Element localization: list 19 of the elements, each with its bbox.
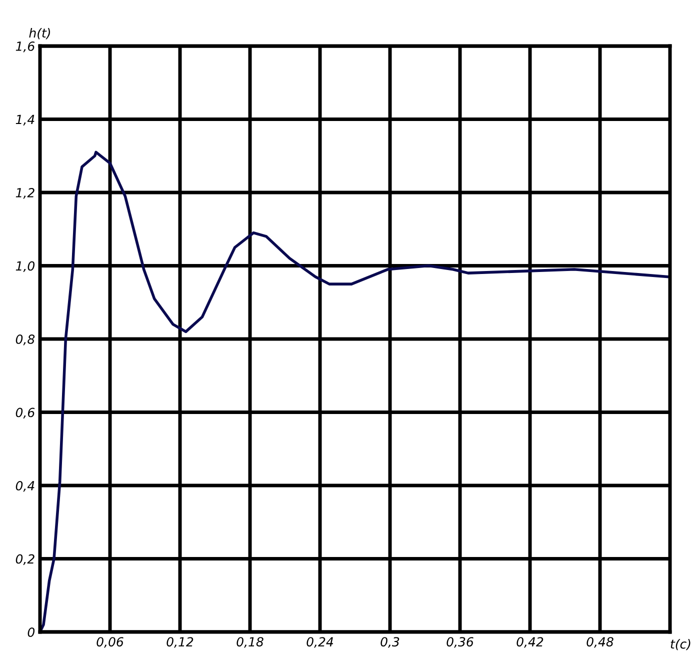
- y-tick-label: 0,6: [16, 408, 35, 418]
- y-tick-label: 1,0: [16, 261, 35, 272]
- y-tick-label: 0: [28, 627, 35, 637]
- x-axis-title: t(c): [670, 639, 690, 650]
- x-tick-label: 0,06: [96, 637, 124, 648]
- y-tick-label: 1,2: [16, 188, 34, 199]
- y-tick-label: 0,4: [16, 480, 34, 492]
- x-tick-label: 0,18: [236, 637, 264, 648]
- x-tick-label: 0,3: [380, 637, 400, 648]
- y-tick-label: 0,2: [16, 554, 34, 565]
- x-tick-label: 0,24: [306, 637, 334, 648]
- x-tick-label: 0,42: [516, 637, 544, 648]
- y-tick-label: 1,6: [16, 41, 35, 52]
- y-tick-label: 1,4: [16, 114, 34, 126]
- x-tick-label: 0,48: [586, 637, 614, 648]
- y-axis-title: h(t): [29, 28, 50, 40]
- x-tick-label: 0,12: [166, 637, 194, 648]
- y-tick-label: 0,8: [16, 334, 35, 346]
- x-tick-label: 0,36: [446, 637, 474, 648]
